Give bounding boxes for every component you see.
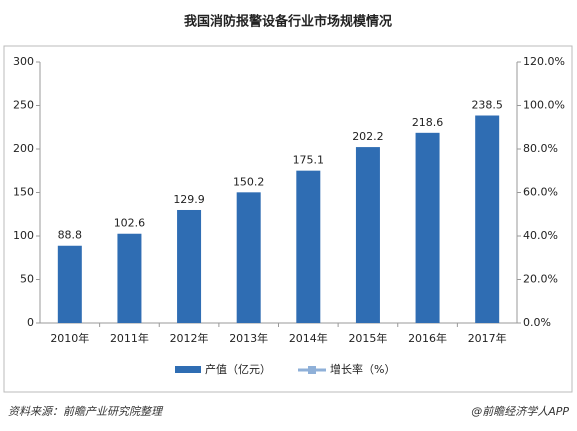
y2-tick-label: 40.0% [523, 229, 558, 242]
y2-tick-label: 60.0% [523, 186, 558, 199]
value-label: 218.6 [412, 116, 444, 129]
bar [57, 245, 82, 323]
y-tick-label: 250 [13, 99, 34, 112]
value-label: 202.2 [352, 130, 384, 143]
x-tick-label: 2011年 [110, 331, 149, 345]
bar [355, 147, 380, 323]
bar [236, 192, 261, 323]
value-label: 238.5 [471, 99, 503, 112]
chart-frame [3, 45, 573, 393]
y2-tick-label: 100.0% [523, 99, 565, 112]
legend-label: 增长率（%） [330, 362, 395, 376]
y-tick-label: 300 [13, 55, 34, 68]
value-label: 129.9 [173, 193, 205, 206]
bar [117, 233, 142, 323]
y-tick-label: 50 [20, 273, 34, 286]
value-label: 175.1 [293, 154, 325, 167]
y2-tick-label: 20.0% [523, 273, 558, 286]
y-tick-label: 0 [27, 316, 34, 329]
x-tick-label: 2014年 [289, 331, 328, 345]
value-label: 150.2 [233, 175, 265, 188]
y2-tick-label: 120.0% [523, 55, 565, 68]
legend-marker [308, 366, 316, 374]
x-tick-label: 2013年 [229, 331, 268, 345]
bar [177, 209, 202, 323]
y2-tick-label: 80.0% [523, 142, 558, 155]
value-label: 88.8 [58, 229, 83, 242]
legend-swatch [175, 366, 201, 373]
y2-tick-label: 0.0% [523, 316, 551, 329]
legend-label: 产值（亿元） [205, 362, 271, 376]
x-tick-label: 2016年 [408, 331, 447, 345]
y-tick-label: 100 [13, 229, 34, 242]
source: 资料来源：前瞻产业研究院整理 [8, 405, 164, 418]
x-tick-label: 2017年 [468, 331, 507, 345]
y-tick-label: 150 [13, 186, 34, 199]
credit: @前瞻经济学人APP [471, 405, 569, 418]
bar [296, 170, 321, 323]
chart-title: 我国消防报警设备行业市场规模情况 [184, 14, 392, 30]
x-tick-label: 2010年 [50, 331, 89, 345]
x-tick-label: 2012年 [170, 331, 209, 345]
bar [475, 115, 500, 323]
value-label: 102.6 [114, 217, 146, 230]
x-tick-label: 2015年 [348, 331, 387, 345]
bar [415, 132, 440, 323]
y-tick-label: 200 [13, 142, 34, 155]
